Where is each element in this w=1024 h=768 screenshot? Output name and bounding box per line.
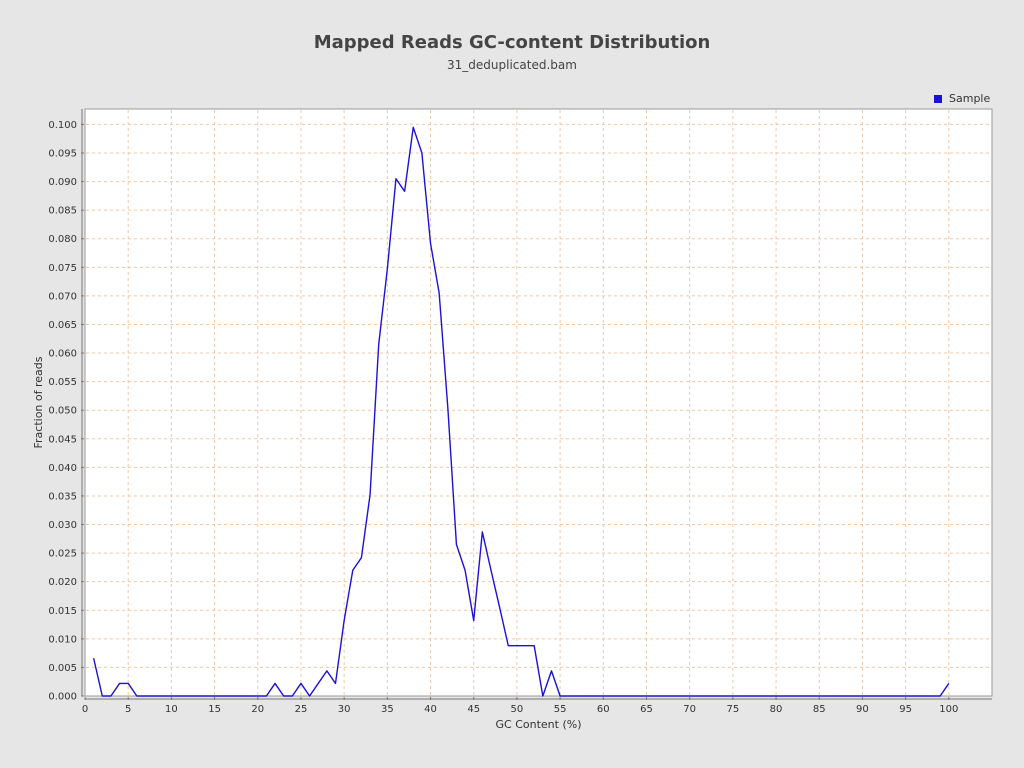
legend-label-sample: Sample bbox=[949, 92, 990, 105]
y-tick-label-0.050: 0.050 bbox=[48, 406, 77, 417]
x-axis-label: GC Content (%) bbox=[496, 718, 582, 731]
y-tick-label-0.075: 0.075 bbox=[48, 263, 77, 274]
chart-subtitle: 31_deduplicated.bam bbox=[447, 58, 577, 72]
y-tick-label-0.025: 0.025 bbox=[48, 549, 77, 560]
legend: Sample bbox=[934, 92, 990, 105]
x-tick-label-70: 70 bbox=[683, 704, 696, 715]
tick-labels: 0 5 10 15 20 25 30 35 40 45 50 55 60 65 70 75 80 85 90 95 10… bbox=[48, 120, 958, 715]
y-tick-label-0.095: 0.095 bbox=[48, 149, 77, 160]
y-tick-label-0.065: 0.065 bbox=[48, 320, 77, 331]
y-tick-label-0.085: 0.085 bbox=[48, 206, 77, 217]
y-tick-label-0.060: 0.060 bbox=[48, 349, 77, 360]
axes bbox=[81, 109, 992, 700]
x-tick-label-85: 85 bbox=[813, 704, 826, 715]
x-tick-label-10: 10 bbox=[165, 704, 178, 715]
y-tick-label-0.000: 0.000 bbox=[48, 692, 77, 703]
plot-area bbox=[84, 108, 993, 697]
y-tick-label-0.100: 0.100 bbox=[48, 120, 77, 131]
y-tick-label-0.070: 0.070 bbox=[48, 291, 77, 302]
y-tick-label-0.010: 0.010 bbox=[48, 634, 77, 645]
chart-title: Mapped Reads GC-content Distribution bbox=[314, 32, 711, 53]
y-tick-label-0.030: 0.030 bbox=[48, 520, 77, 531]
x-tick-label-5: 5 bbox=[125, 704, 131, 715]
y-tick-label-0.045: 0.045 bbox=[48, 434, 77, 445]
x-tick-label-20: 20 bbox=[251, 704, 264, 715]
y-tick-label-0.055: 0.055 bbox=[48, 377, 77, 388]
x-tick-label-50: 50 bbox=[511, 704, 524, 715]
x-tick-label-30: 30 bbox=[338, 704, 351, 715]
x-tick-label-15: 15 bbox=[208, 704, 221, 715]
y-tick-label-0.015: 0.015 bbox=[48, 606, 77, 617]
y-tick-label-0.020: 0.020 bbox=[48, 577, 77, 588]
legend-swatch-sample bbox=[934, 95, 942, 103]
series-line-sample bbox=[92, 126, 950, 697]
x-tick-label-95: 95 bbox=[899, 704, 912, 715]
x-tick-label-35: 35 bbox=[381, 704, 394, 715]
x-tick-label-100: 100 bbox=[939, 704, 958, 715]
x-tick-label-90: 90 bbox=[856, 704, 869, 715]
x-tick-label-45: 45 bbox=[467, 704, 480, 715]
x-tick-label-55: 55 bbox=[554, 704, 567, 715]
y-tick-label-0.080: 0.080 bbox=[48, 234, 77, 245]
x-tick-label-40: 40 bbox=[424, 704, 437, 715]
y-tick-label-0.035: 0.035 bbox=[48, 491, 77, 502]
x-tick-label-25: 25 bbox=[295, 704, 308, 715]
x-tick-label-80: 80 bbox=[770, 704, 783, 715]
x-tick-label-75: 75 bbox=[726, 704, 739, 715]
x-tick-label-65: 65 bbox=[640, 704, 653, 715]
y-tick-label-0.005: 0.005 bbox=[48, 663, 77, 674]
x-tick-label-0: 0 bbox=[82, 704, 88, 715]
y-tick-label-0.090: 0.090 bbox=[48, 177, 77, 188]
x-tick-label-60: 60 bbox=[597, 704, 610, 715]
y-tick-label-0.040: 0.040 bbox=[48, 463, 77, 474]
series-layer bbox=[92, 126, 950, 697]
y-axis-label: Fraction of reads bbox=[32, 356, 45, 448]
